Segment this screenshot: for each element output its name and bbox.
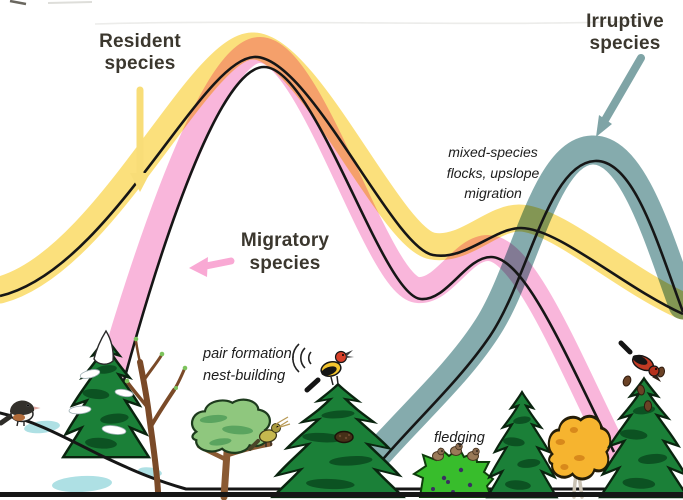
sound-waves-icon — [292, 343, 312, 373]
snow-clump — [101, 425, 127, 435]
berries — [431, 467, 473, 494]
abundance-curves — [0, 55, 683, 499]
abundance-bands — [0, 32, 683, 500]
pair-formation-line2: nest-building — [203, 367, 286, 384]
resident-band — [0, 32, 683, 320]
leaf-buds — [124, 336, 188, 390]
fledgling-birds-icon — [432, 442, 480, 461]
resident-label-line1: Resident — [99, 31, 181, 52]
snow-patch — [52, 475, 112, 493]
mixed-flocks-line2: flocks, upslope — [446, 164, 540, 181]
migratory-species-label: Migratory species — [235, 229, 335, 275]
finch-bird-icon — [248, 416, 291, 451]
mixed-flocks-annotation: mixed-species flocks, upslope migration — [434, 142, 552, 204]
resident-arrow — [130, 86, 150, 192]
faint-smudge — [47, 1, 93, 4]
migratory-arrow — [189, 257, 235, 277]
resident-curve — [0, 55, 683, 316]
ground-line — [0, 411, 683, 491]
irruptive-label-line1: Irruptive — [586, 11, 664, 32]
nest-texture — [338, 433, 351, 440]
faint-line — [94, 20, 641, 25]
migratory-label-line2: species — [249, 253, 321, 274]
deciduous-tree — [190, 398, 273, 500]
snow-on-spruce — [68, 329, 134, 435]
corner-mark — [9, 0, 27, 6]
migratory-label-line1: Migratory — [240, 230, 330, 251]
aspen-tree — [547, 414, 612, 499]
bottom-border — [0, 492, 683, 497]
label-arrows — [130, 54, 645, 277]
irruptive-arrow — [596, 54, 645, 137]
bare-tree — [126, 339, 186, 495]
snow-clump — [79, 369, 101, 379]
pair-formation-line1: pair formation, — [203, 346, 296, 362]
irruptive-curve — [350, 159, 683, 499]
scan-artifacts — [9, 0, 641, 25]
irruptive-label-line2: species — [589, 33, 661, 54]
snow-cap — [93, 329, 114, 365]
spruce-tree-midright — [486, 391, 558, 499]
tanager-bird-icon — [304, 350, 354, 393]
mixed-flocks-line3: migration — [464, 185, 522, 201]
pair-formation-annotation: pair formation, nest-building — [203, 344, 315, 387]
snow-clump — [114, 388, 134, 398]
resident-label-line2: species — [104, 53, 176, 74]
resident-species-label: Resident species — [90, 31, 190, 75]
migratory-curve — [102, 65, 616, 459]
snow-clump — [68, 405, 92, 415]
nest-icon — [334, 430, 354, 444]
junco-bird-icon — [0, 400, 41, 427]
irruptive-band — [327, 135, 683, 500]
irruptive-species-label: Irruptive species — [577, 11, 673, 55]
fledging-annotation: fledging — [434, 430, 485, 446]
crossbill-bird-icon — [618, 340, 661, 382]
mixed-flocks-line1: mixed-species — [448, 144, 538, 160]
